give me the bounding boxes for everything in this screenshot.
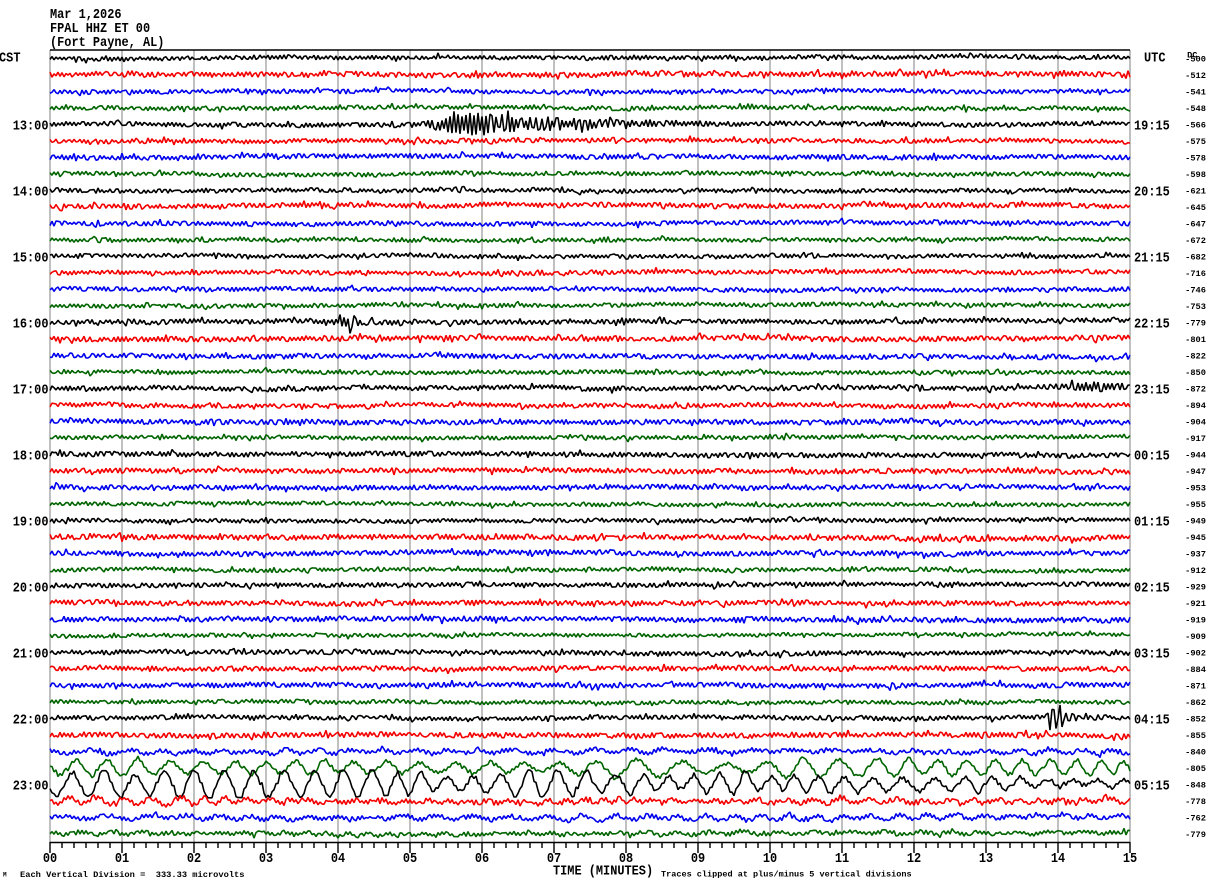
- svg-text:-779: -779: [1185, 318, 1206, 328]
- svg-text:01:15: 01:15: [1134, 516, 1170, 531]
- svg-text:00: 00: [43, 852, 57, 867]
- svg-text:-872: -872: [1185, 384, 1206, 394]
- svg-text:-921: -921: [1185, 599, 1206, 609]
- svg-text:-541: -541: [1185, 88, 1206, 98]
- svg-text:04:15: 04:15: [1134, 714, 1170, 729]
- svg-text:15: 15: [1123, 852, 1137, 867]
- svg-text:03: 03: [259, 852, 273, 867]
- svg-text:-949: -949: [1185, 517, 1206, 527]
- svg-text:-753: -753: [1185, 302, 1206, 312]
- svg-text:-598: -598: [1185, 170, 1206, 180]
- svg-text:-855: -855: [1185, 731, 1206, 741]
- svg-text:-902: -902: [1185, 649, 1206, 659]
- svg-text:-762: -762: [1185, 814, 1206, 824]
- svg-text:-512: -512: [1185, 71, 1206, 81]
- svg-text:22:00: 22:00: [13, 714, 49, 729]
- svg-text:-953: -953: [1185, 483, 1206, 493]
- svg-text:M: M: [3, 872, 7, 879]
- svg-text:18:00: 18:00: [13, 449, 49, 464]
- svg-text:-909: -909: [1185, 632, 1206, 642]
- svg-text:14: 14: [1051, 852, 1065, 867]
- svg-text:-840: -840: [1185, 748, 1206, 758]
- svg-text:07: 07: [547, 852, 561, 867]
- svg-text:21:00: 21:00: [13, 648, 49, 663]
- svg-text:02: 02: [187, 852, 201, 867]
- svg-text:13: 13: [979, 852, 993, 867]
- svg-text:19:00: 19:00: [13, 516, 49, 531]
- svg-text:-884: -884: [1185, 665, 1206, 675]
- svg-text:-621: -621: [1185, 186, 1206, 196]
- svg-text:03:15: 03:15: [1134, 648, 1170, 663]
- svg-text:-716: -716: [1185, 269, 1206, 279]
- svg-text:FPAL HHZ ET 00: FPAL HHZ ET 00: [50, 22, 150, 37]
- svg-text:06: 06: [475, 852, 489, 867]
- svg-text:CST: CST: [0, 52, 21, 67]
- svg-text:-500: -500: [1185, 55, 1206, 65]
- svg-text:08: 08: [619, 852, 633, 867]
- svg-text:-871: -871: [1185, 682, 1206, 692]
- svg-text:23:15: 23:15: [1134, 383, 1170, 398]
- svg-text:15:00: 15:00: [13, 251, 49, 266]
- svg-text:-575: -575: [1185, 137, 1206, 147]
- svg-text:21:15: 21:15: [1134, 251, 1170, 266]
- svg-text:Mar 1,2026: Mar 1,2026: [50, 8, 122, 23]
- svg-text:19:15: 19:15: [1134, 119, 1170, 134]
- svg-text:02:15: 02:15: [1134, 582, 1170, 597]
- svg-text:-919: -919: [1185, 616, 1206, 626]
- svg-text:09: 09: [691, 852, 705, 867]
- svg-text:-848: -848: [1185, 781, 1206, 791]
- svg-text:-912: -912: [1185, 566, 1206, 576]
- svg-text:-904: -904: [1185, 417, 1206, 427]
- svg-text:-945: -945: [1185, 533, 1206, 543]
- svg-text:12: 12: [907, 852, 921, 867]
- svg-text:-822: -822: [1185, 351, 1206, 361]
- svg-text:16:00: 16:00: [13, 317, 49, 332]
- svg-text:-645: -645: [1185, 203, 1206, 213]
- svg-text:-805: -805: [1185, 764, 1206, 774]
- svg-text:-947: -947: [1185, 467, 1206, 477]
- svg-text:-566: -566: [1185, 121, 1206, 131]
- svg-text:-548: -548: [1185, 104, 1206, 114]
- svg-text:20:15: 20:15: [1134, 185, 1170, 200]
- svg-text:05: 05: [403, 852, 417, 867]
- svg-text:04: 04: [331, 852, 345, 867]
- svg-text:Traces clipped at plus/minus 5: Traces clipped at plus/minus 5 vertical …: [661, 870, 912, 880]
- svg-text:-672: -672: [1185, 236, 1206, 246]
- svg-text:-778: -778: [1185, 797, 1206, 807]
- svg-text:-801: -801: [1185, 335, 1206, 345]
- svg-text:14:00: 14:00: [13, 185, 49, 200]
- svg-text:-746: -746: [1185, 285, 1206, 295]
- svg-text:-682: -682: [1185, 252, 1206, 262]
- svg-text:-944: -944: [1185, 450, 1206, 460]
- svg-text:01: 01: [115, 852, 129, 867]
- svg-text:11: 11: [835, 852, 849, 867]
- svg-text:TIME (MINUTES): TIME (MINUTES): [553, 865, 653, 880]
- svg-text:-862: -862: [1185, 698, 1206, 708]
- svg-text:-578: -578: [1185, 153, 1206, 163]
- svg-text:-937: -937: [1185, 550, 1206, 560]
- svg-text:20:00: 20:00: [13, 582, 49, 597]
- svg-text:-917: -917: [1185, 434, 1206, 444]
- svg-text:17:00: 17:00: [13, 383, 49, 398]
- svg-text:-929: -929: [1185, 583, 1206, 593]
- svg-text:-647: -647: [1185, 219, 1206, 229]
- svg-text:05:15: 05:15: [1134, 780, 1170, 795]
- svg-text:DC: DC: [1187, 51, 1197, 61]
- svg-text:Each Vertical Division = 333.: Each Vertical Division = 333.33 microvol…: [20, 870, 245, 880]
- svg-text:13:00: 13:00: [13, 119, 49, 134]
- svg-text:-850: -850: [1185, 368, 1206, 378]
- svg-text:-852: -852: [1185, 715, 1206, 725]
- svg-text:22:15: 22:15: [1134, 317, 1170, 332]
- svg-text:(Fort Payne, AL): (Fort Payne, AL): [50, 36, 164, 51]
- svg-text:-955: -955: [1185, 500, 1206, 510]
- svg-text:00:15: 00:15: [1134, 449, 1170, 464]
- svg-text:-894: -894: [1185, 401, 1206, 411]
- svg-text:10: 10: [763, 852, 777, 867]
- svg-text:23:00: 23:00: [13, 780, 49, 795]
- svg-text:-779: -779: [1185, 830, 1206, 840]
- svg-text:UTC: UTC: [1144, 52, 1166, 67]
